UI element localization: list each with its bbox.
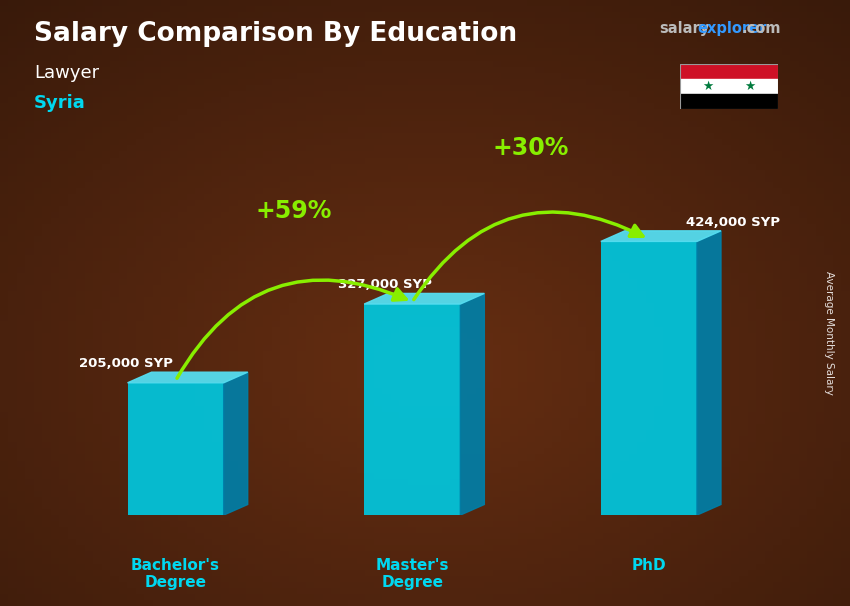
- Bar: [364, 304, 461, 515]
- Bar: [680, 79, 778, 94]
- Text: +30%: +30%: [492, 136, 569, 160]
- Text: explorer: explorer: [697, 21, 767, 36]
- Text: Bachelor's
Degree: Bachelor's Degree: [131, 558, 220, 590]
- Text: ★: ★: [702, 79, 713, 93]
- Polygon shape: [601, 231, 721, 241]
- Polygon shape: [697, 231, 721, 515]
- Text: Average Monthly Salary: Average Monthly Salary: [824, 271, 834, 395]
- Text: +59%: +59%: [256, 199, 332, 223]
- Text: 424,000 SYP: 424,000 SYP: [686, 216, 779, 228]
- Text: .com: .com: [741, 21, 780, 36]
- Text: Master's
Degree: Master's Degree: [376, 558, 449, 590]
- Text: Lawyer: Lawyer: [34, 64, 99, 82]
- Bar: [680, 94, 778, 109]
- Polygon shape: [364, 293, 484, 304]
- Bar: [680, 64, 778, 79]
- Text: ★: ★: [745, 79, 756, 93]
- Polygon shape: [461, 293, 484, 515]
- Bar: [601, 241, 697, 515]
- Bar: [128, 383, 224, 515]
- Text: Syria: Syria: [34, 94, 86, 112]
- Text: PhD: PhD: [632, 558, 666, 573]
- Polygon shape: [128, 372, 247, 383]
- Text: salary: salary: [659, 21, 709, 36]
- Text: 205,000 SYP: 205,000 SYP: [79, 357, 173, 370]
- Polygon shape: [224, 372, 247, 515]
- Text: Salary Comparison By Education: Salary Comparison By Education: [34, 21, 517, 47]
- Text: 327,000 SYP: 327,000 SYP: [338, 278, 432, 291]
